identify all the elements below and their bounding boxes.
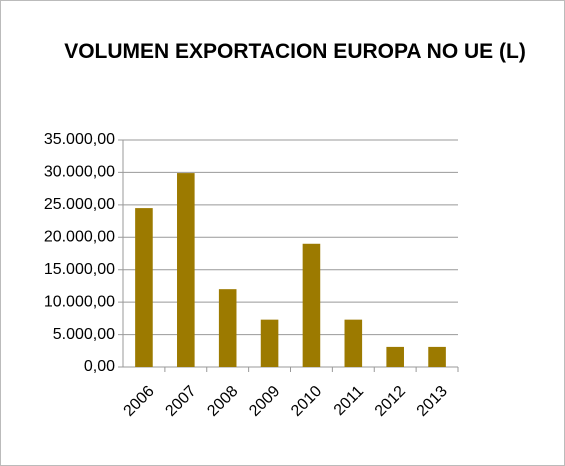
bar: [344, 319, 363, 367]
bar: [302, 243, 321, 367]
y-tick-label: 15.000,00: [44, 261, 115, 278]
y-tick-label: 30.000,00: [44, 164, 115, 181]
chart-title: VOLUMEN EXPORTACION EUROPA NO UE (L): [64, 40, 526, 63]
y-tick-label: 5.000,00: [53, 326, 115, 343]
y-tick-label: 35.000,00: [44, 131, 115, 148]
y-tick-label: 20.000,00: [44, 229, 115, 246]
bar: [135, 208, 153, 367]
bar: [260, 319, 279, 367]
y-tick-label: 25.000,00: [44, 196, 115, 213]
bar: [177, 173, 195, 367]
bar: [386, 346, 404, 367]
bar: [428, 346, 446, 367]
y-tick-label: 10.000,00: [44, 293, 115, 310]
y-tick-label: 0,00: [84, 358, 115, 375]
bar: [218, 289, 237, 367]
